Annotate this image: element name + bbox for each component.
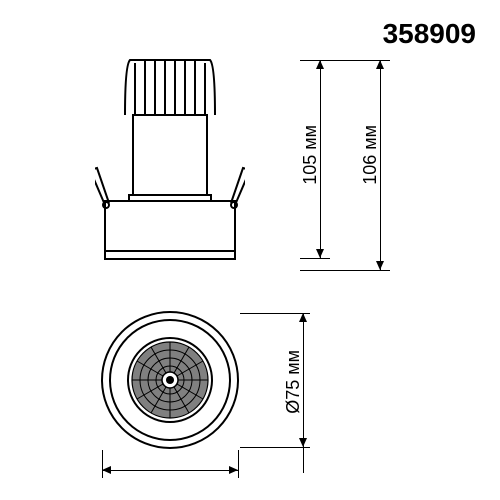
front-view-drawing — [100, 310, 240, 450]
side-view-svg — [95, 55, 245, 280]
product-id: 358909 — [383, 18, 476, 50]
dim-label-106: 106 мм — [360, 125, 381, 185]
front-view-svg — [100, 310, 240, 450]
dim-label-105: 105 мм — [300, 125, 321, 185]
dim-label-diameter: Ø75 мм — [283, 350, 304, 414]
side-view-drawing — [95, 55, 245, 280]
